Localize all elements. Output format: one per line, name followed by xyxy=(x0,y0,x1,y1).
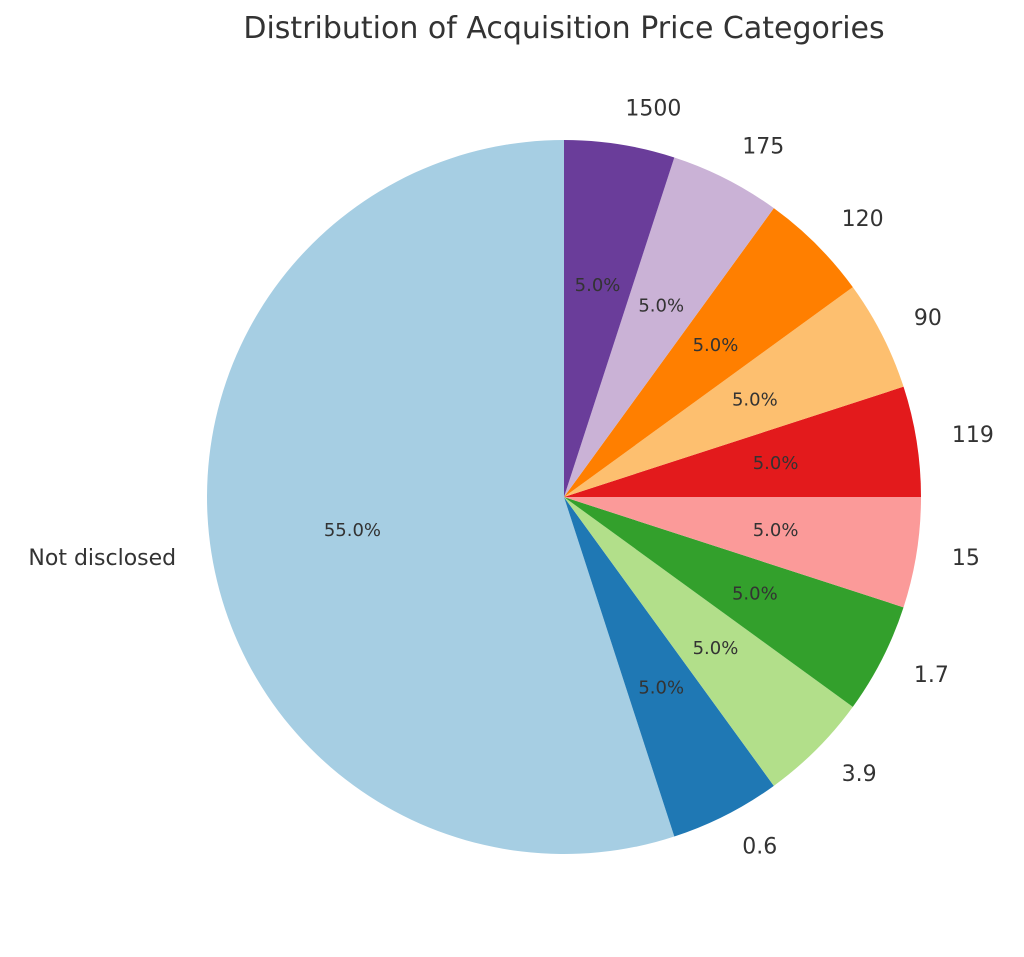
pie-slice xyxy=(564,140,675,497)
pie-slice xyxy=(564,497,921,608)
pie-slice xyxy=(564,208,853,497)
slice-percent-label: 5.0% xyxy=(753,520,799,541)
slice-category-label: 15 xyxy=(952,546,980,571)
pie-slice xyxy=(564,497,904,707)
slice-category-label: 90 xyxy=(914,306,942,331)
slice-percent-label: 5.0% xyxy=(693,638,739,659)
slice-category-label: 1.7 xyxy=(914,663,949,688)
slice-percent-label: 5.0% xyxy=(638,296,684,317)
chart-title: Distribution of Acquisition Price Catego… xyxy=(243,11,884,46)
slice-percent-label: 5.0% xyxy=(575,275,621,296)
pie-slice xyxy=(564,497,853,786)
slice-category-label: 3.9 xyxy=(842,762,877,787)
pie-slice xyxy=(207,140,675,854)
slice-percent-label: 5.0% xyxy=(693,335,739,356)
slice-category-label: Not disclosed xyxy=(28,546,176,571)
pie-slices xyxy=(207,140,921,854)
slice-percent-label: 5.0% xyxy=(732,389,778,410)
slice-category-label: 1500 xyxy=(625,97,681,122)
slice-category-label: 119 xyxy=(952,423,994,448)
slice-percent-label: 5.0% xyxy=(638,677,684,698)
pie-slice xyxy=(564,497,774,837)
slice-category-label: 0.6 xyxy=(742,834,777,859)
category-labels: Not disclosed 0.6 3.9 1.7 15 119 90 120 175 1500 xyxy=(28,97,993,860)
slice-percent-label: 5.0% xyxy=(753,453,799,474)
slice-category-label: 120 xyxy=(842,207,884,232)
percent-labels: 55.0% 5.0% 5.0% 5.0% 5.0% 5.0% 5.0% 5.0% 5.0% 5.0… xyxy=(324,275,799,698)
slice-percent-label: 5.0% xyxy=(732,584,778,605)
slice-percent-label: 55.0% xyxy=(324,520,381,541)
pie-slice xyxy=(564,386,921,497)
pie-slice xyxy=(564,157,774,497)
slice-category-label: 175 xyxy=(742,135,784,160)
pie-slice xyxy=(564,287,904,497)
